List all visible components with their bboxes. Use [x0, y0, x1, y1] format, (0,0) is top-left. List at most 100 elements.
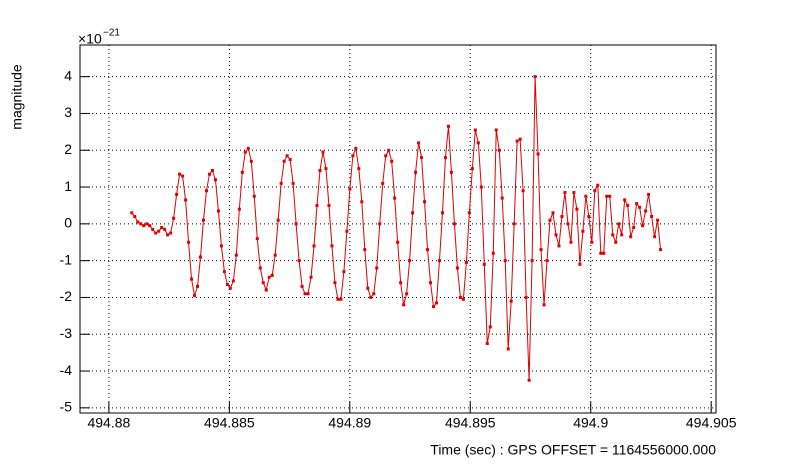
data-marker	[351, 154, 355, 158]
data-marker	[647, 192, 651, 196]
data-marker	[653, 235, 657, 239]
data-marker	[596, 183, 600, 187]
data-marker	[560, 214, 564, 218]
data-marker	[216, 209, 220, 213]
y-tick-label: -5	[60, 399, 73, 415]
data-marker	[482, 262, 486, 266]
data-marker	[572, 191, 576, 195]
data-marker	[300, 284, 304, 288]
x-tick-label: 494.895	[445, 415, 496, 431]
data-marker	[243, 150, 247, 154]
data-marker	[354, 146, 358, 150]
data-marker	[464, 260, 468, 264]
data-marker	[258, 266, 262, 270]
data-marker	[267, 275, 271, 279]
x-axis-label: Time (sec) : GPS OFFSET = 1164556000.000	[430, 442, 716, 458]
data-marker	[196, 284, 200, 288]
data-marker	[402, 303, 406, 307]
data-marker	[461, 297, 465, 301]
data-marker	[375, 266, 379, 270]
y-axis-label: magnitude	[9, 64, 25, 130]
data-marker	[261, 281, 265, 285]
data-marker	[175, 192, 179, 196]
data-marker	[225, 283, 229, 287]
y-tick-label: -2	[60, 288, 73, 304]
data-marker	[199, 255, 203, 259]
data-marker	[249, 159, 253, 163]
data-marker	[423, 200, 427, 204]
data-marker	[503, 259, 507, 263]
data-marker	[181, 174, 185, 178]
data-marker	[566, 222, 570, 226]
data-marker	[506, 347, 510, 351]
data-marker	[449, 170, 453, 174]
data-marker	[201, 218, 205, 222]
data-marker	[378, 222, 382, 226]
data-marker	[650, 214, 654, 218]
data-marker	[193, 294, 197, 298]
y-tick-label: 2	[64, 141, 72, 157]
data-marker	[533, 75, 537, 79]
data-marker	[222, 270, 226, 274]
data-marker	[479, 185, 483, 189]
data-marker	[509, 299, 513, 303]
data-marker	[656, 218, 660, 222]
data-marker	[219, 244, 223, 248]
data-marker	[136, 220, 140, 224]
data-marker	[512, 222, 516, 226]
data-marker	[318, 168, 322, 172]
data-marker	[279, 181, 283, 185]
data-marker	[440, 211, 444, 215]
data-marker	[467, 211, 471, 215]
x-tick-label: 494.88	[87, 415, 130, 431]
data-marker	[437, 259, 441, 263]
data-marker	[432, 305, 436, 309]
data-marker	[324, 167, 328, 171]
data-marker	[659, 248, 663, 252]
y-tick-label: 4	[64, 67, 72, 83]
y-tick-label: 1	[64, 178, 72, 194]
data-marker	[458, 295, 462, 299]
data-marker	[644, 209, 648, 213]
data-marker	[207, 172, 211, 176]
data-marker	[345, 229, 349, 233]
data-marker	[563, 191, 567, 195]
data-marker	[527, 378, 531, 382]
data-marker	[255, 237, 259, 241]
data-marker	[539, 248, 543, 252]
data-marker	[405, 292, 409, 296]
y-tick-label: -4	[60, 362, 73, 378]
x-tick-label: 494.89	[328, 415, 371, 431]
plot-frame	[79, 44, 717, 414]
data-marker	[336, 297, 340, 301]
data-marker	[420, 156, 424, 160]
data-marker	[321, 150, 325, 154]
data-marker	[246, 146, 250, 150]
data-marker	[339, 297, 343, 301]
data-marker	[620, 233, 624, 237]
data-marker	[569, 240, 573, 244]
data-marker	[497, 148, 501, 152]
data-marker	[148, 224, 152, 228]
data-marker	[446, 124, 450, 128]
data-marker	[333, 281, 337, 285]
data-marker	[429, 281, 433, 285]
data-marker	[414, 170, 418, 174]
y-exponent: −21	[103, 28, 120, 39]
data-marker	[491, 251, 495, 255]
data-marker	[252, 194, 256, 198]
data-marker	[411, 211, 415, 215]
data-marker	[641, 224, 645, 228]
data-marker	[494, 128, 498, 132]
data-marker	[327, 203, 331, 207]
data-marker	[163, 227, 167, 231]
data-line	[131, 76, 662, 381]
data-marker	[396, 240, 400, 244]
data-marker	[542, 303, 546, 307]
data-marker	[548, 218, 552, 222]
data-marker	[294, 222, 298, 226]
data-marker	[452, 222, 456, 226]
data-marker	[169, 231, 173, 235]
data-marker	[614, 240, 618, 244]
